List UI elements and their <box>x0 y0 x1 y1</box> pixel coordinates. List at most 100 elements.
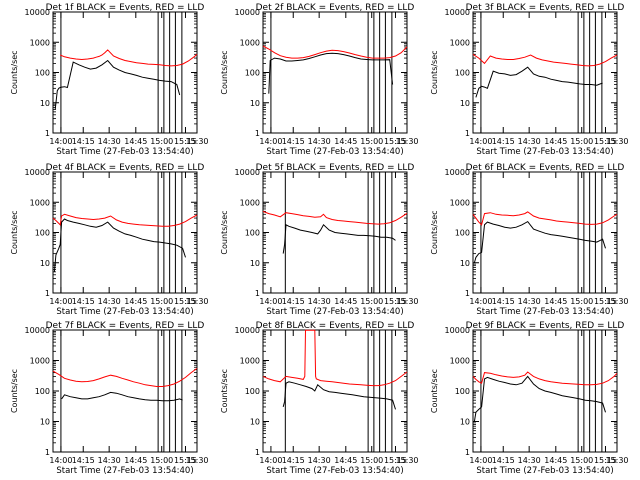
x-tick-label: 15:00 <box>360 137 383 146</box>
x-tick-label: 14:45 <box>334 297 357 306</box>
y-tick-label: 10000 <box>25 326 50 335</box>
y-tick-label: 10000 <box>235 326 260 335</box>
y-tick-label: 10 <box>250 418 260 427</box>
x-tick-label: 14:45 <box>544 456 567 465</box>
x-tick-label: 14:00 <box>49 137 72 146</box>
x-tick-label: 14:30 <box>98 137 121 146</box>
series-events-line <box>475 66 603 98</box>
x-tick-label: 15:15 <box>174 456 197 465</box>
y-tick-label: 1000 <box>30 357 50 366</box>
x-tick-label: 14:15 <box>72 297 95 306</box>
x-axis-label: Start Time (27-Feb-03 13:54:40) <box>476 147 613 157</box>
x-tick-label: 15:30 <box>395 137 418 146</box>
y-axis-label: Counts/sec <box>10 369 19 413</box>
y-axis-label: Counts/sec <box>220 50 229 94</box>
x-tick-label: 14:30 <box>308 297 331 306</box>
y-tick-label: 1 <box>465 129 470 138</box>
y-tick-label: 10000 <box>445 8 470 17</box>
x-tick-label: 14:15 <box>282 137 305 146</box>
x-tick-label: 15:30 <box>395 297 418 306</box>
x-tick-label: 15:15 <box>384 137 407 146</box>
x-tick-label: 14:00 <box>469 456 492 465</box>
chart-panel-8: Det 8f BLACK = Events, RED = LLD 1 10 100 10… <box>220 321 419 476</box>
y-tick-label: 100 <box>35 387 50 396</box>
series-lld-line <box>472 53 618 67</box>
x-axis-label: Start Time (27-Feb-03 13:54:40) <box>266 466 403 476</box>
y-tick-label: 1 <box>465 448 470 457</box>
series-events-line <box>282 381 396 410</box>
x-tick-label: 14:15 <box>72 137 95 146</box>
y-tick-label: 1 <box>255 448 260 457</box>
x-tick-label: 14:45 <box>124 297 147 306</box>
chart-panel-6: Det 6f BLACK = Events, RED = LLD 1 10 100 10… <box>430 163 629 317</box>
x-tick-label: 14:30 <box>518 137 541 146</box>
y-tick-label: 100 <box>35 69 50 78</box>
chart-panel-3: Det 3f BLACK = Events, RED = LLD 1 10 100 10… <box>430 3 629 157</box>
x-tick-label: 14:30 <box>308 137 331 146</box>
y-tick-label: 1000 <box>30 38 50 47</box>
chart-panel-7: Det 7f BLACK = Events, RED = LLD 1 10 100 10… <box>10 321 209 476</box>
y-tick-label: 10000 <box>235 168 260 177</box>
x-axis-label: Start Time (27-Feb-03 13:54:40) <box>476 466 613 476</box>
y-tick-label: 1 <box>45 129 50 138</box>
x-tick-label: 14:45 <box>124 456 147 465</box>
y-tick-label: 10 <box>250 259 260 268</box>
y-tick-label: 10000 <box>25 168 50 177</box>
x-tick-label: 15:00 <box>570 456 593 465</box>
x-tick-label: 15:00 <box>150 137 173 146</box>
series-lld-line <box>262 210 408 225</box>
y-tick-label: 10000 <box>445 326 470 335</box>
series-lld-line <box>52 213 198 227</box>
series-events-line <box>473 375 606 422</box>
y-axis-label: Counts/sec <box>220 369 229 413</box>
x-tick-label: 15:30 <box>605 137 628 146</box>
y-axis-label: Counts/sec <box>10 50 19 94</box>
x-tick-label: 15:15 <box>384 297 407 306</box>
x-axis-label: Start Time (27-Feb-03 13:54:40) <box>56 147 193 157</box>
x-tick-label: 15:00 <box>150 456 173 465</box>
x-tick-label: 14:45 <box>334 456 357 465</box>
x-tick-label: 14:00 <box>469 297 492 306</box>
x-tick-label: 15:15 <box>384 456 407 465</box>
x-tick-label: 14:30 <box>518 297 541 306</box>
y-tick-label: 100 <box>245 229 260 238</box>
chart-title: Det 9f BLACK = Events, RED = LLD <box>466 321 625 331</box>
series-lld-line <box>472 211 618 226</box>
x-tick-label: 14:30 <box>98 456 121 465</box>
x-tick-label: 14:00 <box>259 456 282 465</box>
y-tick-label: 10 <box>460 259 470 268</box>
x-tick-label: 14:30 <box>98 297 121 306</box>
x-tick-label: 15:15 <box>174 137 197 146</box>
x-tick-label: 14:15 <box>492 137 515 146</box>
y-tick-label: 100 <box>35 229 50 238</box>
y-tick-label: 10 <box>460 418 470 427</box>
y-tick-label: 100 <box>245 69 260 78</box>
y-axis-label: Counts/sec <box>10 210 19 254</box>
y-tick-label: 100 <box>455 69 470 78</box>
y-tick-label: 1000 <box>240 38 260 47</box>
y-tick-label: 10 <box>460 99 470 108</box>
x-tick-label: 14:00 <box>259 137 282 146</box>
y-tick-label: 1 <box>255 289 260 298</box>
x-tick-label: 15:15 <box>174 297 197 306</box>
x-tick-label: 14:00 <box>49 297 72 306</box>
x-axis-label: Start Time (27-Feb-03 13:54:40) <box>266 147 403 157</box>
chart-title: Det 3f BLACK = Events, RED = LLD <box>466 3 625 13</box>
y-tick-label: 10 <box>40 259 50 268</box>
series-events-line <box>54 59 181 110</box>
x-tick-label: 14:15 <box>282 297 305 306</box>
chart-panel-4: Det 4f BLACK = Events, RED = LLD 1 10 100 10… <box>10 163 209 317</box>
x-tick-label: 15:30 <box>185 456 208 465</box>
series-lld-line <box>262 329 408 387</box>
x-tick-label: 14:30 <box>518 456 541 465</box>
x-tick-label: 15:15 <box>594 137 617 146</box>
y-tick-label: 1 <box>465 289 470 298</box>
x-tick-label: 15:15 <box>594 297 617 306</box>
y-axis-label: Counts/sec <box>220 210 229 254</box>
chart-title: Det 6f BLACK = Events, RED = LLD <box>466 163 625 173</box>
x-tick-label: 15:00 <box>150 297 173 306</box>
x-tick-label: 14:15 <box>492 456 515 465</box>
y-tick-label: 100 <box>455 229 470 238</box>
x-axis-label: Start Time (27-Feb-03 13:54:40) <box>266 307 403 317</box>
series-lld-line <box>52 367 198 387</box>
